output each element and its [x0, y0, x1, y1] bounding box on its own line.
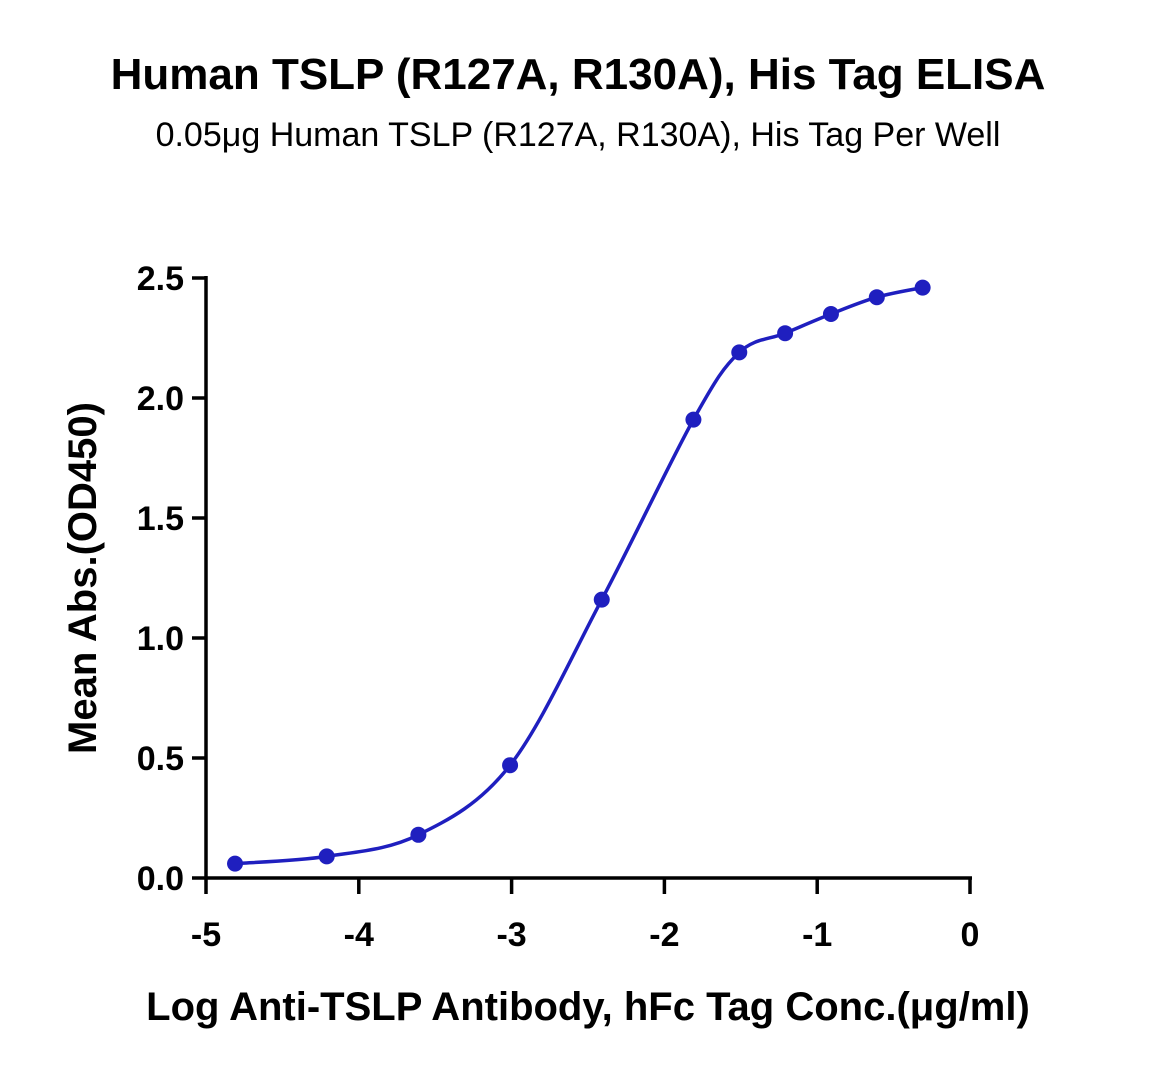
- y-tick-label: 1.0: [137, 620, 184, 658]
- data-points: [227, 279, 931, 872]
- x-axis-label: Log Anti-TSLP Antibody, hFc Tag Conc.(μg…: [146, 985, 1030, 1029]
- y-tick-label: 0.0: [137, 860, 184, 898]
- data-point: [914, 279, 931, 296]
- x-tick-label: -3: [496, 916, 526, 954]
- chart-title: Human TSLP (R127A, R130A), His Tag ELISA: [110, 50, 1046, 99]
- x-tick-label: -5: [191, 916, 221, 954]
- chart-subtitle: 0.05μg Human TSLP (R127A, R130A), His Ta…: [155, 116, 1001, 154]
- y-axis-label: Mean Abs.(OD450): [61, 402, 105, 754]
- data-point: [777, 325, 794, 342]
- data-point: [410, 826, 427, 843]
- data-point: [502, 757, 519, 774]
- fit-curve-group: [233, 285, 925, 866]
- x-tick-label: -2: [649, 916, 679, 954]
- data-point: [868, 289, 885, 306]
- data-point: [227, 855, 244, 872]
- y-tick-label: 2.5: [137, 260, 184, 298]
- data-point: [318, 848, 335, 865]
- x-tick-label: -4: [344, 916, 374, 954]
- data-point: [822, 306, 839, 322]
- x-tick-label: 0: [961, 916, 980, 954]
- x-tick-label: -1: [802, 916, 832, 954]
- fit-curve: [233, 285, 925, 866]
- axes: 0.0 0.5 1.0 1.5 2.0 2.5 -5 -4 -3 -2 -1 0: [137, 260, 980, 954]
- data-point: [593, 591, 610, 608]
- y-tick-label: 0.5: [137, 740, 184, 778]
- data-point: [685, 411, 702, 428]
- y-tick-label: 2.0: [137, 380, 184, 418]
- data-point: [731, 344, 748, 361]
- y-tick-label: 1.5: [137, 500, 184, 538]
